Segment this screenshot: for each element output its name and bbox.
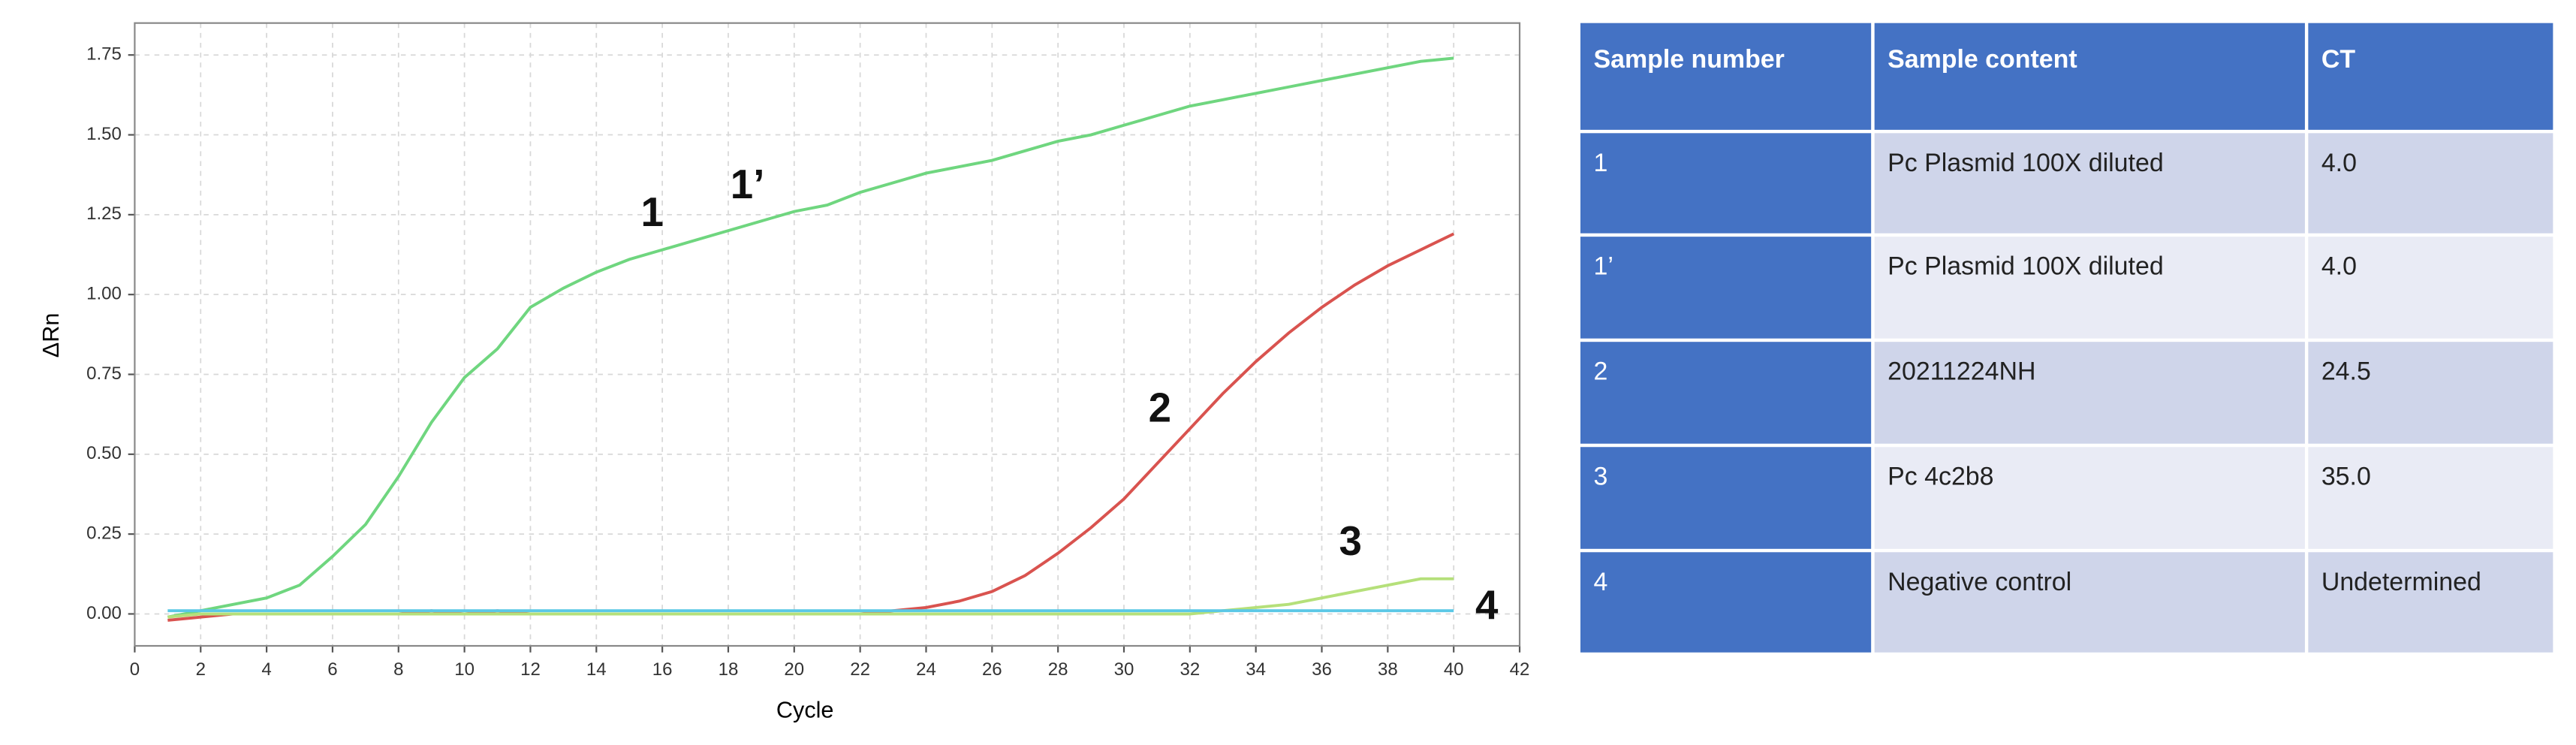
table-header: CT	[2321, 45, 2355, 74]
x-tick-label: 10	[454, 659, 475, 680]
x-tick-label: 22	[850, 659, 870, 680]
y-tick-label: 1.00	[86, 284, 122, 304]
curve-label: 2	[1149, 385, 1171, 431]
x-tick-label: 28	[1048, 659, 1068, 680]
table-cell	[1577, 338, 1875, 448]
x-tick-label: 24	[916, 659, 936, 680]
table-cell	[1871, 20, 2309, 134]
x-tick-label: 30	[1114, 659, 1134, 680]
table-text: 3	[1593, 463, 1607, 491]
table-cell	[1871, 233, 2309, 342]
x-tick-label: 4	[261, 659, 271, 680]
table-cell	[2304, 548, 2556, 656]
table-cell	[1871, 548, 2309, 656]
x-tick-label: 20	[784, 659, 804, 680]
x-tick-label: 6	[327, 659, 337, 680]
x-tick-label: 8	[393, 659, 403, 680]
table-cell	[2304, 20, 2556, 134]
y-tick-label: 0.75	[86, 363, 122, 384]
table-header: Sample content	[1888, 45, 2077, 74]
curve-label: 3	[1339, 517, 1361, 564]
table-cell	[1577, 129, 1875, 237]
table-cell	[1577, 20, 1875, 134]
x-tick-label: 36	[1312, 659, 1332, 680]
table-cell	[1577, 443, 1875, 553]
table-cell	[1871, 129, 2309, 237]
y-tick-label: 0.25	[86, 523, 122, 544]
x-axis-label: Cycle	[776, 698, 834, 723]
x-tick-label: 16	[652, 659, 673, 680]
x-tick-label: 40	[1444, 659, 1464, 680]
table-text: 1’	[1593, 252, 1613, 281]
x-tick-label: 0	[130, 659, 140, 680]
plot-frame	[134, 22, 1521, 647]
table-cell	[2304, 233, 2556, 342]
table-text: Negative control	[1888, 568, 2071, 596]
table-text: 24.5	[2321, 357, 2371, 386]
table-text: 35.0	[2321, 463, 2371, 491]
y-axis-label: ΔRn	[38, 313, 64, 358]
table-cell	[1577, 233, 1875, 342]
y-tick-label: 1.50	[86, 124, 122, 144]
data-line	[167, 56, 1454, 619]
table-text: Undetermined	[2321, 568, 2481, 596]
table-cell	[2304, 129, 2556, 237]
x-tick-label: 12	[520, 659, 541, 680]
table-text: 4.0	[2321, 149, 2357, 177]
x-tick-label: 32	[1180, 659, 1200, 680]
table-cell	[2304, 338, 2556, 448]
table-text: 20211224NH	[1888, 357, 2035, 386]
y-tick-label: 0.50	[86, 443, 122, 463]
curve-label: 1	[640, 189, 663, 235]
x-tick-label: 18	[719, 659, 739, 680]
x-tick-label: 38	[1378, 659, 1398, 680]
table-header: Sample number	[1593, 45, 1784, 74]
y-tick-label: 1.25	[86, 204, 122, 224]
table-cell	[1871, 338, 2309, 448]
curve-label: 1’	[731, 161, 765, 207]
data-line	[167, 577, 1454, 619]
curve-label: 4	[1475, 581, 1499, 628]
table-text: 4.0	[2321, 252, 2357, 281]
table-cell	[1871, 443, 2309, 553]
table-text: 1	[1593, 149, 1607, 177]
table-text: Pc Plasmid 100X diluted	[1888, 252, 2164, 281]
x-tick-label: 34	[1246, 659, 1266, 680]
x-tick-label: 14	[586, 659, 607, 680]
table-cell	[2304, 443, 2556, 553]
table-text: Pc Plasmid 100X diluted	[1888, 149, 2164, 177]
y-tick-label: 1.75	[86, 44, 122, 65]
x-tick-label: 26	[982, 659, 1002, 680]
table-text: 4	[1593, 568, 1607, 596]
y-tick-label: 0.00	[86, 603, 122, 623]
table-cell	[1577, 548, 1875, 656]
x-tick-label: 42	[1510, 659, 1530, 680]
table-text: Pc 4c2b8	[1888, 463, 1993, 491]
table-text: 2	[1593, 357, 1607, 386]
x-tick-label: 2	[196, 659, 206, 680]
